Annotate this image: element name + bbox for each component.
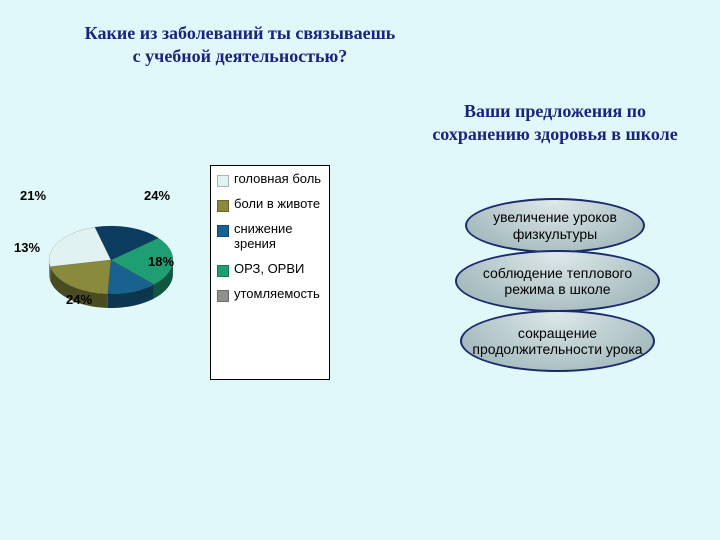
legend-item: ОРЗ, ОРВИ	[217, 262, 323, 277]
pie-chart: 24%21%13%24%18%	[26, 200, 196, 330]
legend-item: утомляемость	[217, 287, 323, 302]
pie-pct-label: 13%	[14, 240, 40, 255]
pie-pct-label: 24%	[144, 188, 170, 203]
legend-item: головная боль	[217, 172, 323, 187]
suggestion-bubble: сокращение продолжительности урока	[460, 310, 655, 372]
suggestion-bubble: увеличение уроков физкультуры	[465, 198, 645, 253]
legend-text: боли в животе	[234, 197, 323, 212]
legend-text: снижение зрения	[234, 222, 323, 252]
legend-swatch	[217, 175, 229, 187]
legend-swatch	[217, 225, 229, 237]
legend-text: ОРЗ, ОРВИ	[234, 262, 323, 277]
title-left: Какие из заболеваний ты связываешь с уче…	[80, 22, 400, 67]
pie-pct-label: 21%	[20, 188, 46, 203]
title-right: Ваши предложения по сохранению здоровья …	[420, 100, 690, 145]
legend-item: снижение зрения	[217, 222, 323, 252]
pie-pct-label: 24%	[66, 292, 92, 307]
legend-box: головная боль боли в животе снижение зрени…	[210, 165, 330, 380]
legend-text: головная боль	[234, 172, 323, 187]
legend-item: боли в животе	[217, 197, 323, 212]
legend-swatch	[217, 290, 229, 302]
pie-pct-label: 18%	[148, 254, 174, 269]
legend-swatch	[217, 265, 229, 277]
legend-text: утомляемость	[234, 287, 323, 302]
suggestion-bubble: соблюдение теплового режима в школе	[455, 250, 660, 312]
legend-swatch	[217, 200, 229, 212]
